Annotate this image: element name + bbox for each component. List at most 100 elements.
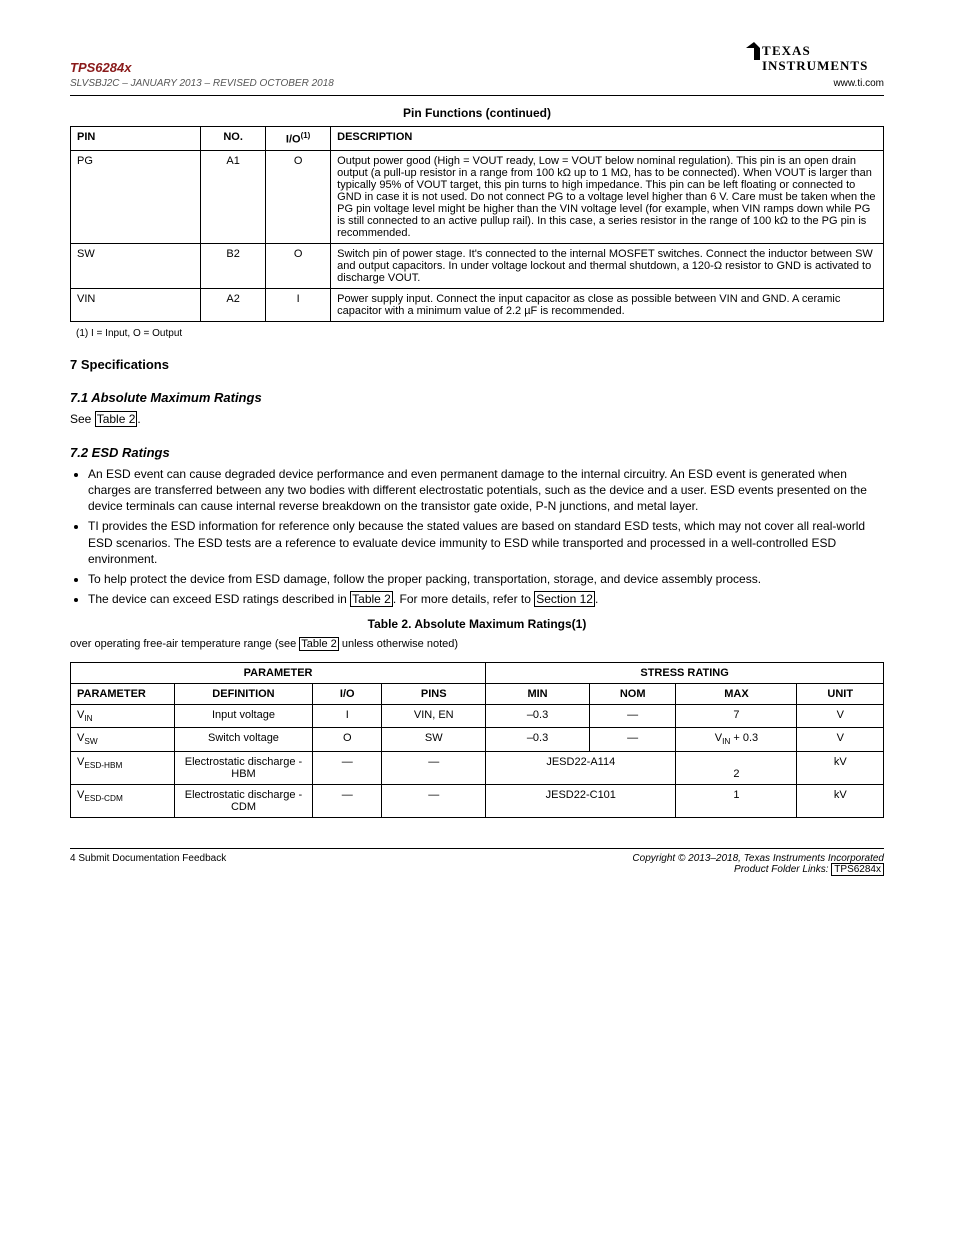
intro-tail: unless otherwise noted)	[342, 638, 458, 650]
col-io: I/O(1)	[266, 127, 331, 151]
cell-min: –0.3	[486, 705, 590, 728]
cell-pins: —	[382, 784, 486, 817]
cell-def: Electrostatic discharge - HBM	[174, 751, 312, 784]
table2-intro: over operating free-air temperature rang…	[70, 637, 884, 652]
cell-no: A2	[201, 288, 266, 321]
list-item: TI provides the ESD information for refe…	[88, 518, 884, 567]
cell-def: Input voltage	[174, 705, 312, 728]
table1-caption: Pin Functions (continued)	[70, 106, 884, 120]
cell-std: JESD22-A114	[486, 751, 676, 784]
table-row: VIN Input voltage I VIN, EN –0.3 — 7 V	[71, 705, 884, 728]
abs-max-table: PARAMETER STRESS RATING PARAMETER DEFINI…	[70, 662, 884, 817]
cell-pin: VIN	[71, 288, 201, 321]
table-row: VESD-HBM Electrostatic discharge - HBM —…	[71, 751, 884, 784]
max-val-2: 1	[680, 789, 792, 801]
max-val-1: 2	[680, 768, 792, 780]
section-7-2-title: 7.2 ESD Ratings	[70, 445, 884, 460]
table-row: SW B2 O Switch pin of power stage. It's …	[71, 243, 884, 288]
link-table2[interactable]: Table 2	[350, 591, 393, 607]
section-7-2-bullets: An ESD event can cause degraded device p…	[88, 466, 884, 608]
cell-io: O	[266, 150, 331, 243]
cell-def: Switch voltage	[174, 728, 312, 751]
stress-group-header: STRESS RATING	[486, 663, 884, 684]
footer-left[interactable]: 4 Submit Documentation Feedback	[70, 853, 226, 875]
ti-logo-icon: T EXAS I NSTRUMENTS	[744, 40, 884, 78]
cell-nom: —	[589, 728, 675, 751]
cell-max: VIN + 0.3	[676, 728, 797, 751]
cell-nom: —	[589, 705, 675, 728]
col-max: MAX	[676, 684, 797, 705]
cell-param: VESD-HBM	[71, 751, 175, 784]
page-header: TPS6284x SLVSBJ2C – JANUARY 2013 – REVIS…	[70, 40, 884, 89]
cell-io: I	[266, 288, 331, 321]
para-text: See	[70, 412, 95, 426]
table-header-row: PARAMETER STRESS RATING	[71, 663, 884, 684]
cell-desc: Switch pin of power stage. It's connecte…	[331, 243, 884, 288]
svg-text:EXAS: EXAS	[772, 43, 811, 58]
links-label: Product Folder Links:	[734, 864, 831, 875]
link-table2[interactable]: Table 2	[299, 637, 338, 651]
footer-right: Copyright © 2013–2018, Texas Instruments…	[632, 853, 884, 875]
intro-text: over operating free-air temperature rang…	[70, 638, 299, 650]
cell-no: B2	[201, 243, 266, 288]
list-item: The device can exceed ESD ratings descri…	[88, 591, 884, 607]
cell-unit: kV	[797, 751, 884, 784]
col-min: MIN	[486, 684, 590, 705]
cell-max-span: 2 1	[676, 751, 797, 817]
header-url[interactable]: www.ti.com	[744, 78, 884, 89]
tail1: . For more details, refer to	[393, 592, 534, 606]
cell-unit: V	[797, 728, 884, 751]
cell-def: Electrostatic discharge - CDM	[174, 784, 312, 817]
col-pins: PINS	[382, 684, 486, 705]
cell-min: –0.3	[486, 728, 590, 751]
col-io2: I/O	[313, 684, 382, 705]
page-footer: 4 Submit Documentation Feedback Copyrigh…	[70, 848, 884, 875]
cell-unit: V	[797, 705, 884, 728]
cell-std: JESD22-C101	[486, 784, 676, 817]
cell-pins: VIN, EN	[382, 705, 486, 728]
product-link[interactable]: TPS6284x	[831, 863, 884, 876]
cell-io: I	[313, 705, 382, 728]
header-divider	[70, 95, 884, 96]
cell-io: O	[266, 243, 331, 288]
link-table2[interactable]: Table 2	[95, 411, 138, 427]
doc-code: SLVSBJ2C – JANUARY 2013 – REVISED OCTOBE…	[70, 78, 334, 89]
table-header-row: PIN NO. I/O(1) DESCRIPTION	[71, 127, 884, 151]
header-left: TPS6284x SLVSBJ2C – JANUARY 2013 – REVIS…	[70, 60, 334, 89]
cell-pins: SW	[382, 728, 486, 751]
tail2: .	[595, 592, 598, 606]
cell-param: VESD-CDM	[71, 784, 175, 817]
col-def: DEFINITION	[174, 684, 312, 705]
section-7-1-body: See Table 2.	[70, 411, 884, 427]
cell-max: 7	[676, 705, 797, 728]
table-row: PG A1 O Output power good (High = VOUT r…	[71, 150, 884, 243]
table2-caption: Table 2. Absolute Maximum Ratings(1)	[70, 617, 884, 631]
caption-text: Table 2. Absolute Maximum Ratings(1)	[368, 617, 587, 631]
cell-unit: kV	[797, 784, 884, 817]
pin-functions-table: PIN NO. I/O(1) DESCRIPTION PG A1 O Outpu…	[70, 126, 884, 322]
param-group-header: PARAMETER	[71, 663, 486, 684]
link-section12[interactable]: Section 12	[534, 591, 595, 607]
product-line: TPS6284x	[70, 60, 334, 75]
table-row: VIN A2 I Power supply input. Connect the…	[71, 288, 884, 321]
col-desc: DESCRIPTION	[331, 127, 884, 151]
cell-param: VIN	[71, 705, 175, 728]
cell-io: —	[313, 784, 382, 817]
section-7-1-title: 7.1 Absolute Maximum Ratings	[70, 390, 884, 405]
cell-pin: SW	[71, 243, 201, 288]
logo-area: T EXAS I NSTRUMENTS www.ti.com	[744, 40, 884, 89]
col-pin: PIN	[71, 127, 201, 151]
cell-io: —	[313, 751, 382, 784]
col-unit: UNIT	[797, 684, 884, 705]
cell-io: O	[313, 728, 382, 751]
cell-pin: PG	[71, 150, 201, 243]
col-no: NO.	[201, 127, 266, 151]
table-header-row: PARAMETER DEFINITION I/O PINS MIN NOM MA…	[71, 684, 884, 705]
list-item: An ESD event can cause degraded device p…	[88, 466, 884, 515]
col-nom: NOM	[589, 684, 675, 705]
copyright: Copyright © 2013–2018, Texas Instruments…	[632, 853, 884, 864]
table-row: VSW Switch voltage O SW –0.3 — VIN + 0.3…	[71, 728, 884, 751]
cell-pins: —	[382, 751, 486, 784]
svg-text:NSTRUMENTS: NSTRUMENTS	[768, 58, 868, 73]
cell-no: A1	[201, 150, 266, 243]
